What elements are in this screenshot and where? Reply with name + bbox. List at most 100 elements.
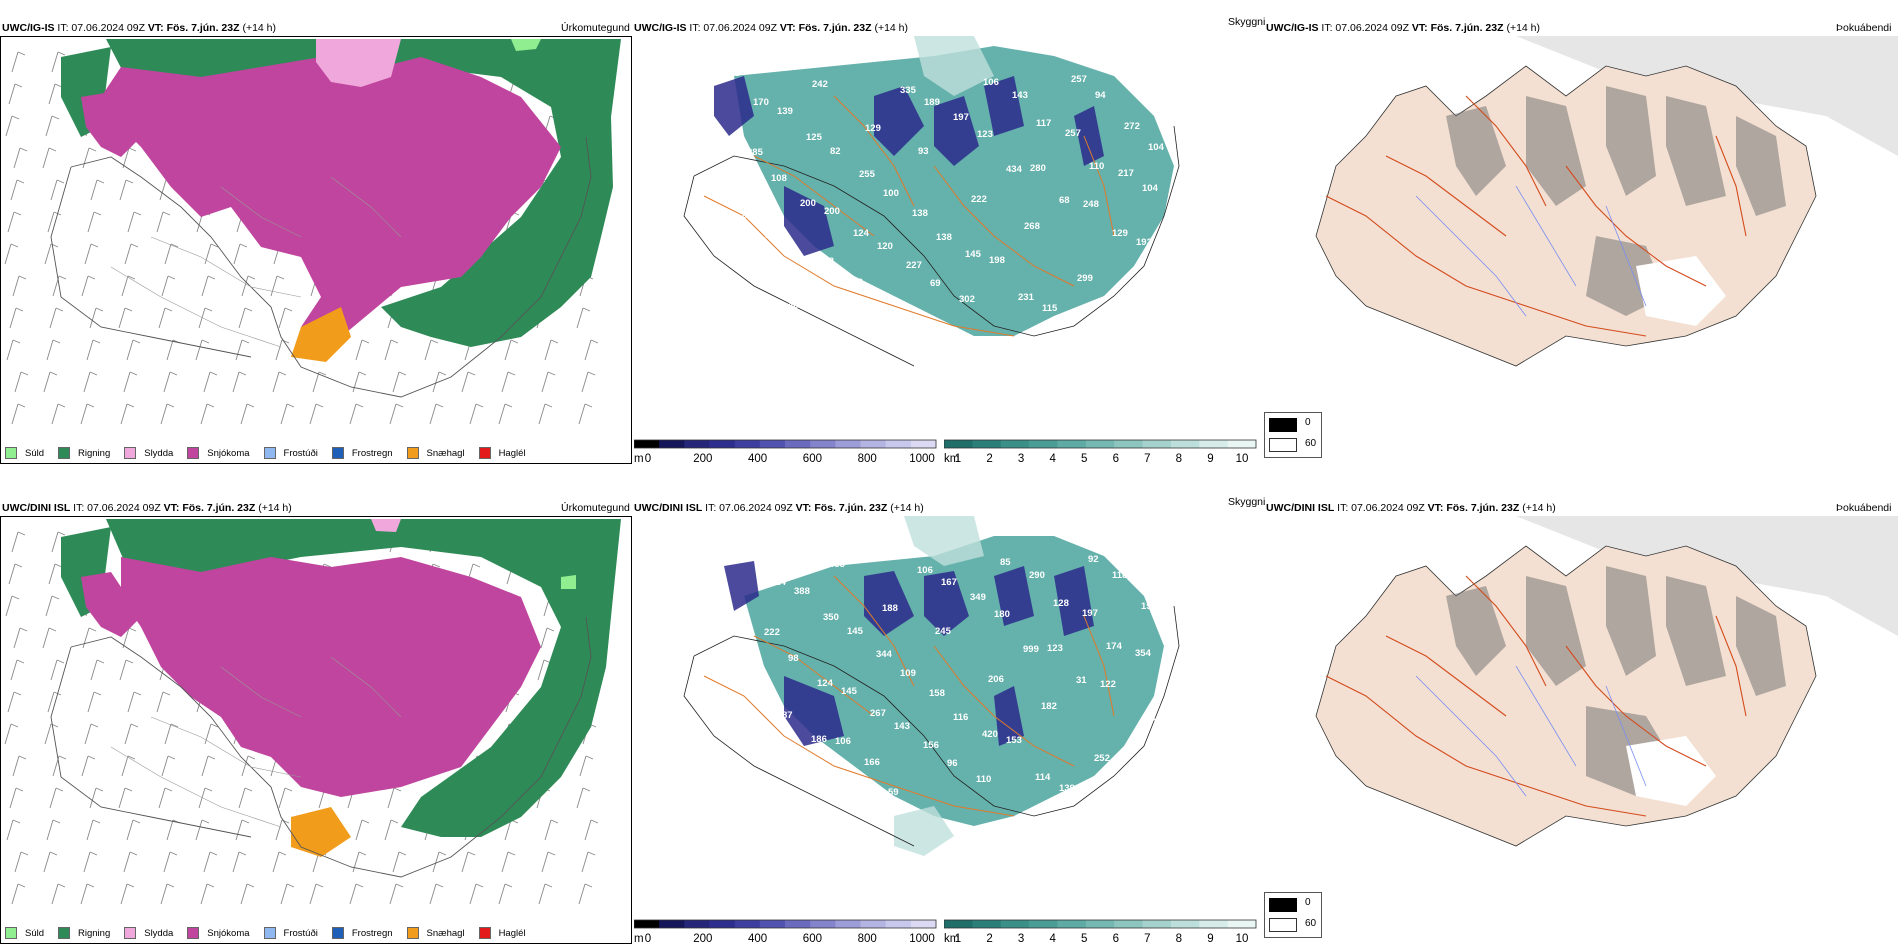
wind-barb: [8, 83, 23, 105]
wind-barb: [576, 307, 591, 329]
visibility-label: 116: [953, 712, 968, 723]
colorbar-segment: [1057, 920, 1087, 928]
legend-label: Snæhagl: [426, 447, 465, 459]
wind-barb: [272, 371, 287, 393]
colorbar-tick: 400: [748, 933, 767, 944]
visibility-numbers: 123 139 82 100 138 198 115 94 104 108 200 120 69 106 1…: [724, 68, 1165, 318]
visibility-label: 217: [1118, 168, 1134, 179]
wind-barb: [83, 371, 98, 393]
visibility-label: 87: [782, 710, 793, 721]
visibility-label: 335: [900, 85, 917, 96]
colorbar-tick: 0: [645, 453, 651, 464]
wind-barb: [232, 851, 247, 873]
colorbar-tick: 800: [858, 453, 877, 464]
wind-barb: [82, 147, 97, 169]
gray-haze: [1516, 36, 1898, 156]
ptype-header-1: UWC/IG-IS IT: 07.06.2024 09Z VT: Fös. 7.…: [2, 20, 276, 36]
colorbar-segment: [709, 920, 736, 928]
legend-label: Slydda: [144, 927, 174, 939]
wind-barb: [121, 755, 136, 777]
legend-swatch: [5, 447, 17, 459]
wind-barb: [309, 883, 324, 905]
legend-item: Snjókoma: [187, 447, 250, 459]
colorbar-segment: [1114, 920, 1144, 928]
wind-barb: [200, 403, 215, 425]
visibility-label: 189: [924, 97, 940, 108]
wind-barb: [51, 51, 66, 73]
wind-barb: [84, 723, 99, 745]
visibility-label: 158: [929, 688, 945, 699]
wind-barb: [233, 243, 248, 265]
visibility-label: 123: [724, 68, 740, 79]
colorbar-tick: 6: [1113, 933, 1119, 944]
visibility-label: 434: [1006, 164, 1023, 175]
wind-barb: [461, 371, 476, 393]
colorbar-tick: 7: [1144, 933, 1150, 944]
colorbar-frame: [634, 439, 937, 449]
wind-barb: [127, 691, 142, 713]
wind-barb: [241, 755, 256, 777]
wind-barb: [5, 115, 20, 137]
visibility-label: 139: [1059, 783, 1075, 794]
wind-barb: [47, 211, 62, 233]
lead-time: (+14 h): [258, 502, 292, 514]
colorbar-tick: 4: [1049, 933, 1056, 944]
coastline: [683, 605, 1180, 847]
visibility-label: 248: [1083, 199, 1099, 210]
legend-item: Rigning: [58, 447, 110, 459]
colorbar-segment: [910, 920, 937, 928]
wind-barb: [384, 819, 399, 841]
wind-barb: [9, 787, 24, 809]
legend-label: Snjókoma: [207, 927, 250, 939]
visibility-label: 198: [989, 255, 1005, 266]
colorbar-segment: [734, 920, 761, 928]
visibility-label: 188: [882, 603, 898, 614]
wind-barb: [240, 403, 255, 425]
visibility-label: 280: [1030, 163, 1046, 174]
cloud-title-1: Skyggni: [1228, 16, 1266, 28]
colorbar-segment: [1170, 440, 1200, 448]
colorbar-segment: [910, 440, 937, 448]
colorbar-tick: 4: [1049, 453, 1056, 464]
wind-barb: [544, 819, 559, 841]
visibility-label: 109: [900, 668, 916, 679]
colorbar-segment: [759, 440, 786, 448]
colorbar-segment: [944, 920, 973, 928]
wind-barb: [198, 307, 213, 329]
visibility-label: 182: [1041, 701, 1057, 712]
wind-barb: [156, 691, 171, 713]
visibility-label: 135: [871, 307, 888, 318]
visibility-label: 110: [976, 774, 991, 785]
visibility-label: 108: [771, 173, 787, 184]
sleet-region: [371, 519, 401, 532]
colorbar-tick: 5: [1081, 933, 1087, 944]
wind-barb: [122, 147, 137, 169]
colorbar-tick: 1: [955, 933, 961, 944]
wind-barb: [161, 275, 176, 297]
visibility-label: 125: [806, 132, 823, 143]
visibility-label: 117: [1036, 118, 1051, 129]
colorbar-tick: 600: [803, 453, 822, 464]
wind-barb: [469, 883, 484, 905]
colorbar-segment: [1227, 440, 1257, 448]
colorbar-tick: 800: [858, 933, 877, 944]
sleet-region: [316, 39, 401, 87]
colorbar-tick: 8: [1176, 453, 1182, 464]
visibility-label: 69: [930, 278, 941, 289]
wind-barb: [241, 275, 256, 297]
wind-barb: [166, 819, 181, 841]
visibility-label: 129: [865, 123, 881, 134]
wind-barb: [501, 851, 516, 873]
visibility-label: 120: [877, 241, 893, 252]
fog-label-0: 0: [1305, 417, 1311, 428]
wind-barb: [392, 371, 407, 393]
visibility-label: 174: [1106, 641, 1123, 652]
colorbar-segment: [810, 440, 836, 448]
wind-barb: [123, 371, 138, 393]
wind-barb: [50, 179, 65, 201]
roads: [1325, 95, 1747, 337]
navy-patches: [724, 561, 1094, 746]
wind-barb: [12, 275, 27, 297]
wind-barb: [309, 403, 324, 425]
visibility-label: 98: [788, 653, 799, 664]
